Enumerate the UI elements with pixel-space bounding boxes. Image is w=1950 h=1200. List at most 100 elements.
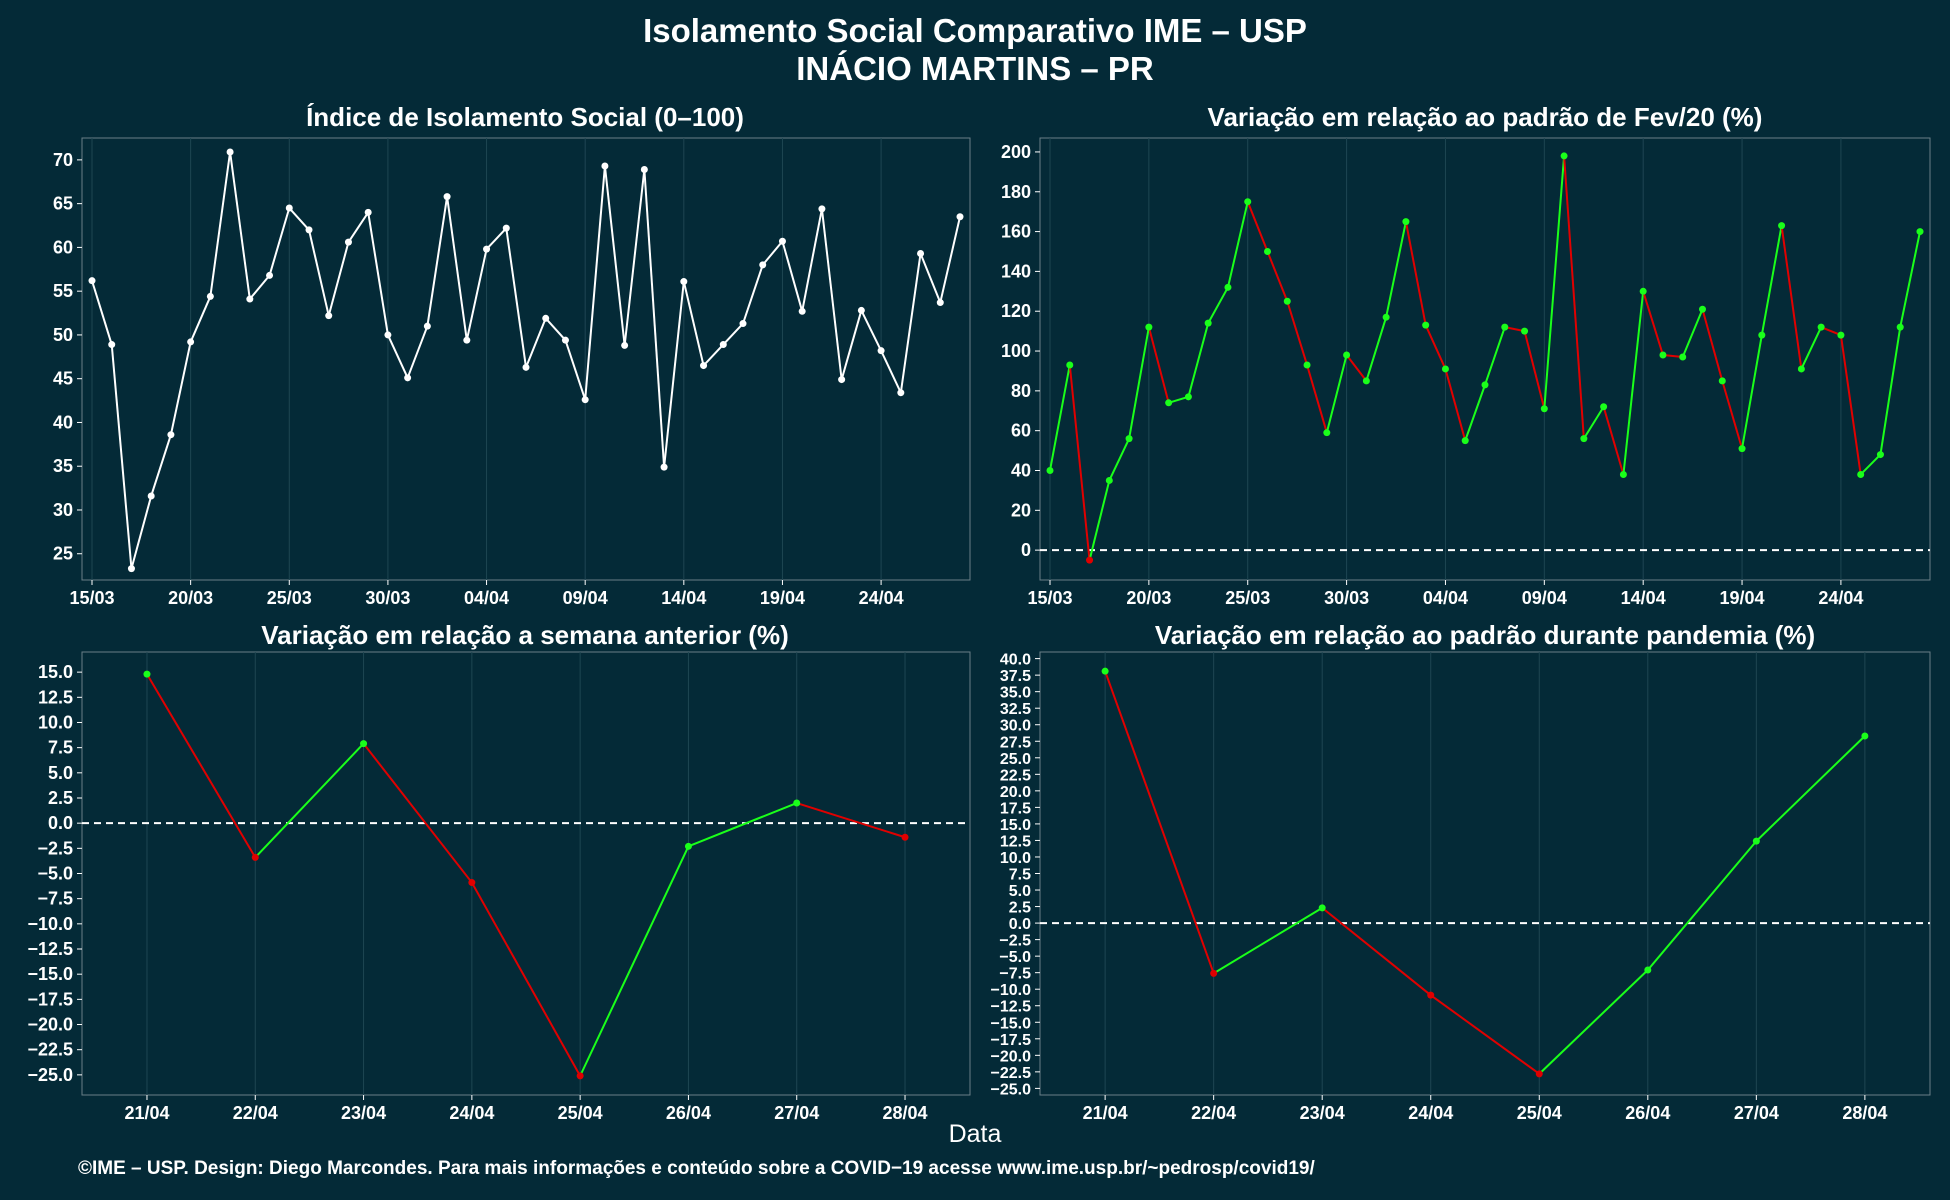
data-point <box>206 292 214 300</box>
y-tick-label: −17.5 <box>991 1032 1032 1049</box>
series-segment <box>150 434 172 497</box>
data-point <box>1323 429 1331 437</box>
series-segment <box>801 208 823 312</box>
data-point <box>251 853 259 861</box>
y-tick-label: 120 <box>1001 301 1031 321</box>
y-tick-label: 40 <box>53 412 73 432</box>
series-segment <box>189 296 212 343</box>
y-tick-label: 30 <box>53 500 73 520</box>
data-point <box>108 341 116 349</box>
series-segment <box>1207 286 1229 324</box>
y-tick-label: −20.0 <box>991 1048 1032 1065</box>
data-point <box>443 193 451 201</box>
series-segment <box>1647 840 1758 971</box>
y-tick-label: 20.0 <box>1000 784 1031 801</box>
series-segment <box>1622 291 1645 475</box>
data-point <box>601 162 609 170</box>
y-tick-label: 55 <box>53 281 73 301</box>
data-point <box>1427 991 1435 999</box>
y-tick-label: 30.0 <box>1000 718 1031 735</box>
series-segment <box>1108 438 1130 481</box>
y-tick-label: 7.5 <box>48 738 73 758</box>
data-point <box>956 213 964 221</box>
x-tick-label: 19/04 <box>760 588 805 608</box>
data-point <box>1521 327 1529 335</box>
data-point <box>1778 222 1786 230</box>
data-point <box>1101 667 1109 675</box>
chart4-plot-border <box>1039 651 1931 1096</box>
y-tick-label: 40.0 <box>1000 652 1031 669</box>
series-segment <box>1345 354 1368 382</box>
x-tick-label: 27/04 <box>1734 1103 1779 1123</box>
data-point <box>325 312 333 320</box>
data-point <box>1916 228 1924 236</box>
data-point <box>1600 403 1608 411</box>
series-segment <box>1859 453 1882 476</box>
data-point <box>1362 377 1370 385</box>
y-tick-label: −20.0 <box>27 1015 73 1035</box>
y-tick-label: 15.0 <box>1000 817 1031 834</box>
data-point <box>1244 198 1252 206</box>
chart-2: 15/03 20/03 25/03 30/03 04/04 09/04 14/04 19/04… <box>1001 137 1931 608</box>
y-tick-label: −25.0 <box>991 1081 1032 1098</box>
y-tick-label: 2.5 <box>48 788 73 808</box>
data-point <box>1264 247 1271 255</box>
data-point <box>502 224 510 232</box>
series-segment <box>1213 907 1323 975</box>
series-segment <box>579 845 690 1077</box>
series-segment <box>1246 201 1269 252</box>
y-tick-label: −2.5 <box>37 838 73 858</box>
series-segment <box>1721 380 1744 449</box>
series-segment <box>1760 225 1783 336</box>
x-tick-label: 04/04 <box>464 588 509 608</box>
y-tick-label: 100 <box>1001 341 1031 361</box>
series-segment <box>1128 326 1150 439</box>
y-tick-label: 12.5 <box>38 687 73 707</box>
series-segment <box>761 240 784 266</box>
x-tick-label: 23/04 <box>341 1103 386 1123</box>
x-tick-label: 20/03 <box>1126 588 1171 608</box>
data-point <box>719 341 727 349</box>
series-segment <box>347 211 370 243</box>
data-point <box>684 842 692 850</box>
data-point <box>640 166 648 174</box>
data-point <box>1402 218 1410 226</box>
data-point <box>1817 323 1825 331</box>
y-tick-label: 70 <box>53 150 73 170</box>
data-point <box>1535 1070 1543 1078</box>
data-point <box>143 670 151 678</box>
series-segment <box>1404 221 1427 326</box>
y-tick-label: 27.5 <box>1000 734 1031 751</box>
chart1-title: Índice de Isolamento Social (0–100) <box>306 102 744 132</box>
data-point <box>1145 323 1153 331</box>
data-point <box>1184 393 1192 401</box>
data-point <box>1619 470 1627 478</box>
series-segment <box>1088 480 1111 561</box>
y-tick-label: 20 <box>1011 500 1031 520</box>
y-tick-label: −15.0 <box>27 964 73 984</box>
chart-4: 21/04 22/04 23/04 24/04 25/04 26/04 27/04 28/04… <box>991 651 1931 1123</box>
y-tick-label: 35 <box>53 456 73 476</box>
x-tick-label: 09/04 <box>563 588 608 608</box>
data-point <box>901 833 909 841</box>
series-segment <box>899 253 922 393</box>
series-segment <box>1543 155 1566 409</box>
y-tick-label: −7.5 <box>999 966 1031 983</box>
x-tick-label: 24/04 <box>1408 1103 1453 1123</box>
series-segment <box>130 495 153 569</box>
data-point <box>127 565 135 573</box>
series-segment <box>249 274 271 300</box>
data-point <box>167 431 175 439</box>
x-tick-label: 22/04 <box>233 1103 278 1123</box>
data-point <box>1066 361 1074 369</box>
series-segment <box>1879 326 1902 455</box>
x-tick-label: 22/04 <box>1191 1103 1236 1123</box>
series-segment <box>1266 251 1289 302</box>
data-point <box>1560 152 1568 160</box>
x-tick-label: 27/04 <box>774 1103 819 1123</box>
data-point <box>88 277 96 285</box>
x-tick-label: 26/04 <box>666 1103 711 1123</box>
series-segment <box>387 334 409 379</box>
series-segment <box>1538 969 1649 1075</box>
series-segment <box>1464 384 1486 441</box>
